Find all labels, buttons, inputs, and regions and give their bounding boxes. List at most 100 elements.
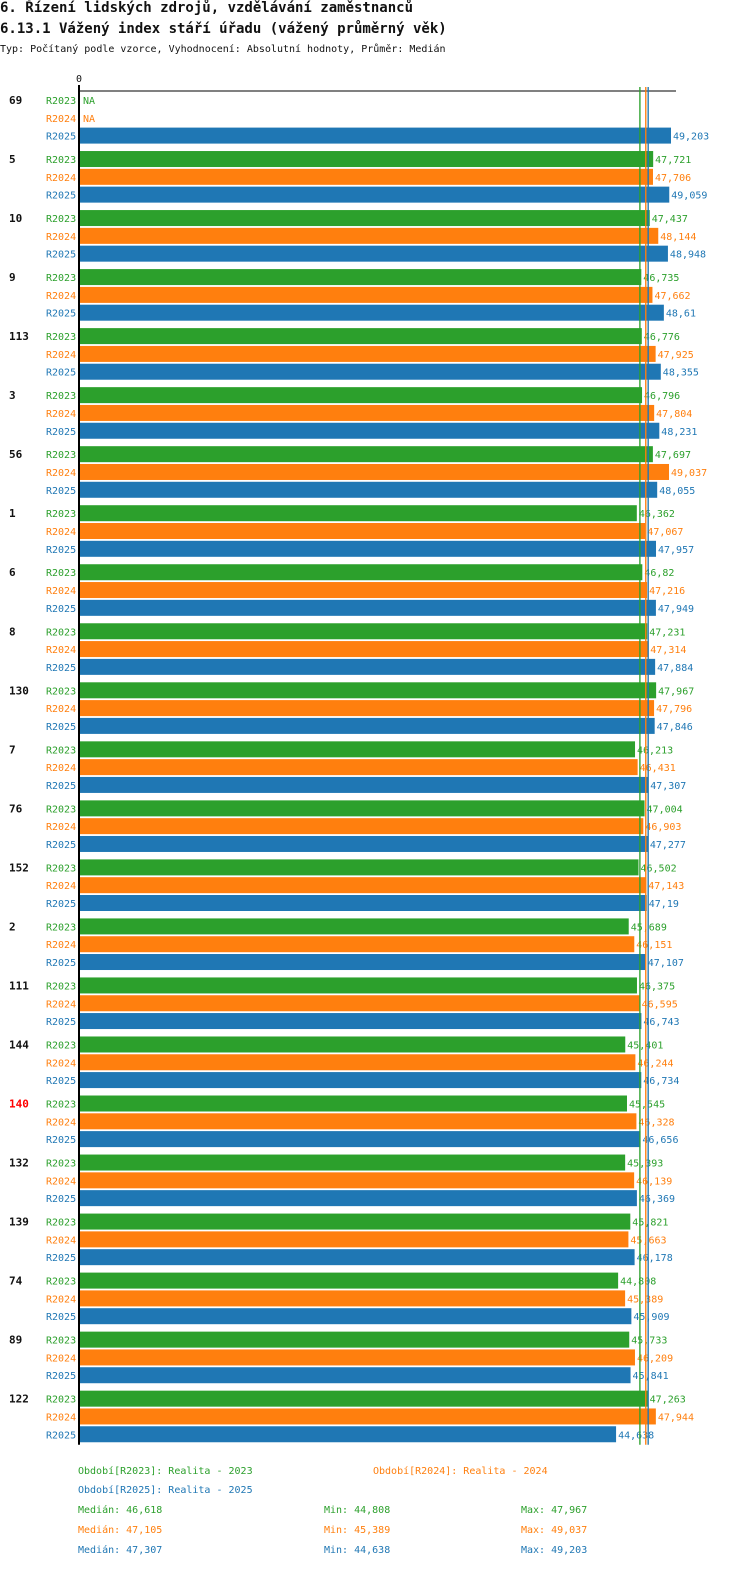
series-label: R2024 xyxy=(46,173,76,184)
group-label: 89 xyxy=(9,1334,22,1347)
series-label: R2024 xyxy=(46,1117,76,1128)
bar xyxy=(79,1426,617,1443)
bar xyxy=(79,1095,627,1112)
value-label: 46,375 xyxy=(639,981,675,992)
series-label: R2023 xyxy=(46,627,76,638)
value-label: 47,314 xyxy=(650,645,686,656)
group-label: 144 xyxy=(9,1038,29,1051)
value-label: 47,143 xyxy=(648,881,684,892)
bar xyxy=(79,599,656,616)
series-label: R2024 xyxy=(46,940,76,951)
series-label: R2023 xyxy=(46,1336,76,1347)
value-label: 47,107 xyxy=(648,958,684,969)
group-label: 9 xyxy=(9,271,16,284)
value-label: 47,277 xyxy=(650,840,686,851)
value-label: 46,743 xyxy=(643,1017,679,1028)
value-label: 46,213 xyxy=(637,745,673,756)
bar xyxy=(79,1172,635,1189)
series-label: R2025 xyxy=(46,427,76,438)
bar xyxy=(79,623,648,640)
series-label: R2024 xyxy=(46,409,76,420)
bar xyxy=(79,936,635,953)
chart-title: 6.13.1 Vážený index stáří úřadu (vážený … xyxy=(0,21,447,37)
series-label: R2023 xyxy=(46,922,76,933)
value-label: 45,841 xyxy=(633,1371,669,1382)
value-label: 47,846 xyxy=(657,722,693,733)
bar xyxy=(79,1213,631,1230)
value-label: NA xyxy=(83,114,95,125)
series-label: R2023 xyxy=(46,509,76,520)
bar xyxy=(79,1054,636,1071)
stat-max-r2024: Max: 49,037 xyxy=(521,1525,588,1536)
value-label: 47,437 xyxy=(652,214,688,225)
value-label: 46,328 xyxy=(638,1117,674,1128)
series-label: R2025 xyxy=(46,486,76,497)
series-label: R2023 xyxy=(46,1395,76,1406)
series-label: R2024 xyxy=(46,468,76,479)
bar xyxy=(79,523,646,540)
series-label: R2025 xyxy=(46,1253,76,1264)
value-label: 44,638 xyxy=(618,1430,654,1441)
group-label: 1 xyxy=(9,507,16,520)
series-label: R2023 xyxy=(46,1159,76,1170)
value-label: 47,925 xyxy=(658,350,694,361)
series-label: R2024 xyxy=(46,291,76,302)
series-label: R2025 xyxy=(46,545,76,556)
series-label: R2023 xyxy=(46,214,76,225)
bar xyxy=(79,954,646,971)
value-label: 46,656 xyxy=(642,1135,678,1146)
value-label: 47,949 xyxy=(658,604,694,615)
bar xyxy=(79,227,659,244)
bar xyxy=(79,759,638,776)
value-label: 47,967 xyxy=(658,686,694,697)
value-label: 47,19 xyxy=(649,899,679,910)
series-label: R2025 xyxy=(46,1371,76,1382)
series-label: R2023 xyxy=(46,1218,76,1229)
series-label: R2024 xyxy=(46,527,76,538)
bar xyxy=(79,800,645,817)
value-label: 47,231 xyxy=(649,627,685,638)
bar xyxy=(79,1408,656,1425)
series-label: R2024 xyxy=(46,1412,76,1423)
bar xyxy=(79,1272,619,1289)
value-label: 46,431 xyxy=(640,763,676,774)
series-label: R2023 xyxy=(46,450,76,461)
value-label: 48,144 xyxy=(660,232,696,243)
value-label: 46,82 xyxy=(644,568,674,579)
series-label: R2024 xyxy=(46,232,76,243)
bar xyxy=(79,168,653,185)
value-label: 46,735 xyxy=(643,273,679,284)
value-label: 46,151 xyxy=(636,940,672,951)
group-label: 10 xyxy=(9,212,22,225)
series-label: R2023 xyxy=(46,568,76,579)
bar xyxy=(79,835,648,852)
bar xyxy=(79,245,668,262)
series-label: R2023 xyxy=(46,981,76,992)
group-label: 76 xyxy=(9,802,23,815)
value-label: 48,948 xyxy=(670,250,706,261)
value-label: 45,821 xyxy=(632,1218,668,1229)
legend-r2024: Období[R2024]: Realita - 2024 xyxy=(373,1466,548,1477)
bar xyxy=(79,328,642,345)
legend-r2023: Období[R2023]: Realita - 2023 xyxy=(78,1466,253,1477)
value-label: 49,059 xyxy=(671,191,707,202)
series-label: R2024 xyxy=(46,114,76,125)
bar xyxy=(79,1290,626,1307)
series-label: R2024 xyxy=(46,999,76,1010)
bar xyxy=(79,1190,637,1207)
stat-min-r2023: Min: 44,808 xyxy=(324,1505,391,1516)
bar xyxy=(79,210,650,227)
bar xyxy=(79,776,649,793)
value-label: 46,178 xyxy=(637,1253,673,1264)
value-label: 47,804 xyxy=(656,409,692,420)
group-label: 56 xyxy=(9,448,23,461)
group-label: 5 xyxy=(9,153,16,166)
bar xyxy=(79,700,655,717)
stat-max-r2023: Max: 47,967 xyxy=(521,1505,588,1516)
legend-r2025: Období[R2025]: Realita - 2025 xyxy=(78,1485,253,1496)
bar xyxy=(79,977,637,994)
bar xyxy=(79,1390,648,1407)
series-label: R2025 xyxy=(46,1194,76,1205)
bar xyxy=(79,717,655,734)
